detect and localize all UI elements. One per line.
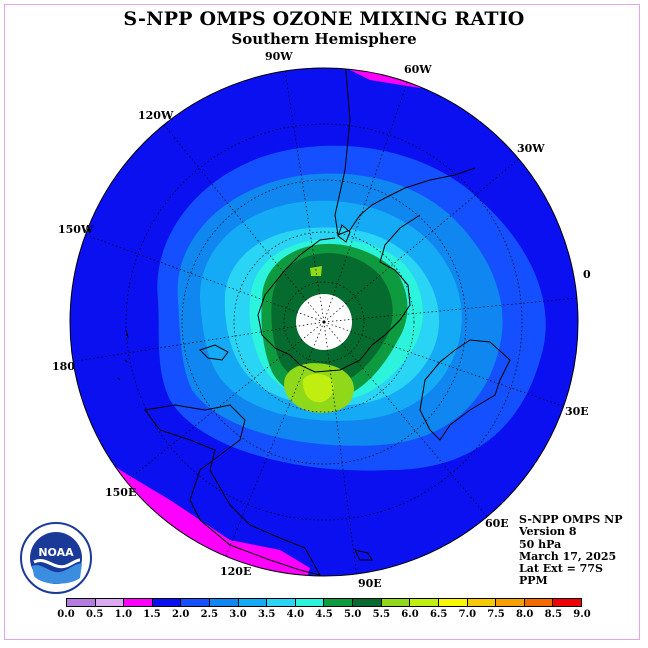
colorbar-tick-label: 8.5 xyxy=(544,609,563,620)
noaa-logo: NOAA xyxy=(20,522,92,594)
colorbar-segment xyxy=(467,599,497,606)
colorbar-segment xyxy=(238,599,268,606)
product-info: S-NPP OMPS NP Version 8 50 hPa March 17,… xyxy=(519,513,623,588)
colorbar-segment xyxy=(152,599,182,606)
colorbar-tick-label: 1.0 xyxy=(114,609,133,620)
colorbar-tick-label: 6.5 xyxy=(429,609,448,620)
colorbar-ticks: 0.0 0.5 1.0 1.5 2.0 2.5 3.0 3.5 4.0 4.5 5.0 5.5 6.0 6… xyxy=(0,609,648,623)
lon-label-90w: 90W xyxy=(265,50,293,63)
colorbar-segment xyxy=(181,599,211,606)
colorbar-tick-label: 0.0 xyxy=(57,609,75,620)
lon-label-180: 180 xyxy=(52,360,75,373)
colorbar-segment xyxy=(95,599,125,606)
info-units: PPM xyxy=(519,574,548,588)
lon-label-120e: 120E xyxy=(220,565,251,578)
colorbar-segment xyxy=(124,599,153,606)
colorbar-tick-label: 3.0 xyxy=(229,609,247,620)
info-version: Version 8 xyxy=(519,525,577,539)
colorbar-segment xyxy=(524,599,554,606)
figure-frame xyxy=(4,4,640,640)
lon-label-60e: 60E xyxy=(485,517,509,530)
colorbar-segment xyxy=(410,599,439,606)
ozone-field xyxy=(70,68,578,576)
graticule xyxy=(70,69,578,576)
colorbar-segment xyxy=(324,599,354,606)
colorbar-segment xyxy=(553,599,581,606)
lon-label-60w: 60W xyxy=(404,63,432,76)
colorbar-tick-label: 3.5 xyxy=(257,609,276,620)
info-lat-extent: Lat Ext = 77S xyxy=(519,562,603,576)
info-pressure-level: 50 hPa xyxy=(519,537,562,551)
colorbar-tick-label: 7.5 xyxy=(487,609,505,620)
info-instrument: S-NPP OMPS NP xyxy=(519,513,623,526)
colorbar-tick-label: 8.0 xyxy=(515,609,534,620)
colorbar-tick-label: 4.0 xyxy=(286,609,305,620)
lon-label-0: 0 xyxy=(583,268,591,281)
lon-label-150e: 150E xyxy=(105,486,136,499)
noaa-logo-text: NOAA xyxy=(38,546,74,559)
colorbar-segment xyxy=(496,599,525,606)
colorbar xyxy=(66,598,582,607)
colorbar-tick-label: 2.0 xyxy=(171,609,190,620)
lon-label-120w: 120W xyxy=(138,109,174,122)
band-6.5 xyxy=(302,373,334,403)
colorbar-tick-label: 9.0 xyxy=(573,609,591,620)
info-date: March 17, 2025 xyxy=(519,549,617,563)
colorbar-segment xyxy=(438,599,468,606)
colorbar-tick-label: 1.5 xyxy=(143,609,161,620)
colorbar-segment xyxy=(267,599,296,606)
colorbar-segment xyxy=(67,599,96,606)
colorbar-segment xyxy=(295,599,325,606)
colorbar-tick-label: 4.5 xyxy=(315,609,333,620)
colorbar-tick-label: 5.0 xyxy=(343,609,362,620)
coastlines xyxy=(117,68,511,576)
colorbar-tick-label: 7.0 xyxy=(458,609,477,620)
map-boundary xyxy=(69,67,579,577)
colorbar-tick-label: 2.5 xyxy=(200,609,219,620)
colorbar-segment xyxy=(353,599,382,606)
colorbar-segment xyxy=(210,599,239,606)
lon-label-90e: 90E xyxy=(358,577,382,590)
longitude-labels: 0 30E 60E 90E 120E 150E 180 150W 120W 90… xyxy=(52,50,591,590)
lon-label-150w: 150W xyxy=(58,223,94,236)
band-6.0-spot xyxy=(310,266,322,276)
lon-label-30w: 30W xyxy=(517,142,545,155)
colorbar-tick-label: 6.0 xyxy=(401,609,419,620)
map-title: S-NPP OMPS OZONE MIXING RATIO xyxy=(123,8,525,30)
colorbar-tick-label: 5.5 xyxy=(372,609,391,620)
map-subtitle: Southern Hemisphere xyxy=(231,30,417,48)
lon-label-30e: 30E xyxy=(565,405,589,418)
south-pole-marker xyxy=(322,320,326,324)
colorbar-tick-label: 0.5 xyxy=(85,609,104,620)
colorbar-segment xyxy=(381,599,411,606)
